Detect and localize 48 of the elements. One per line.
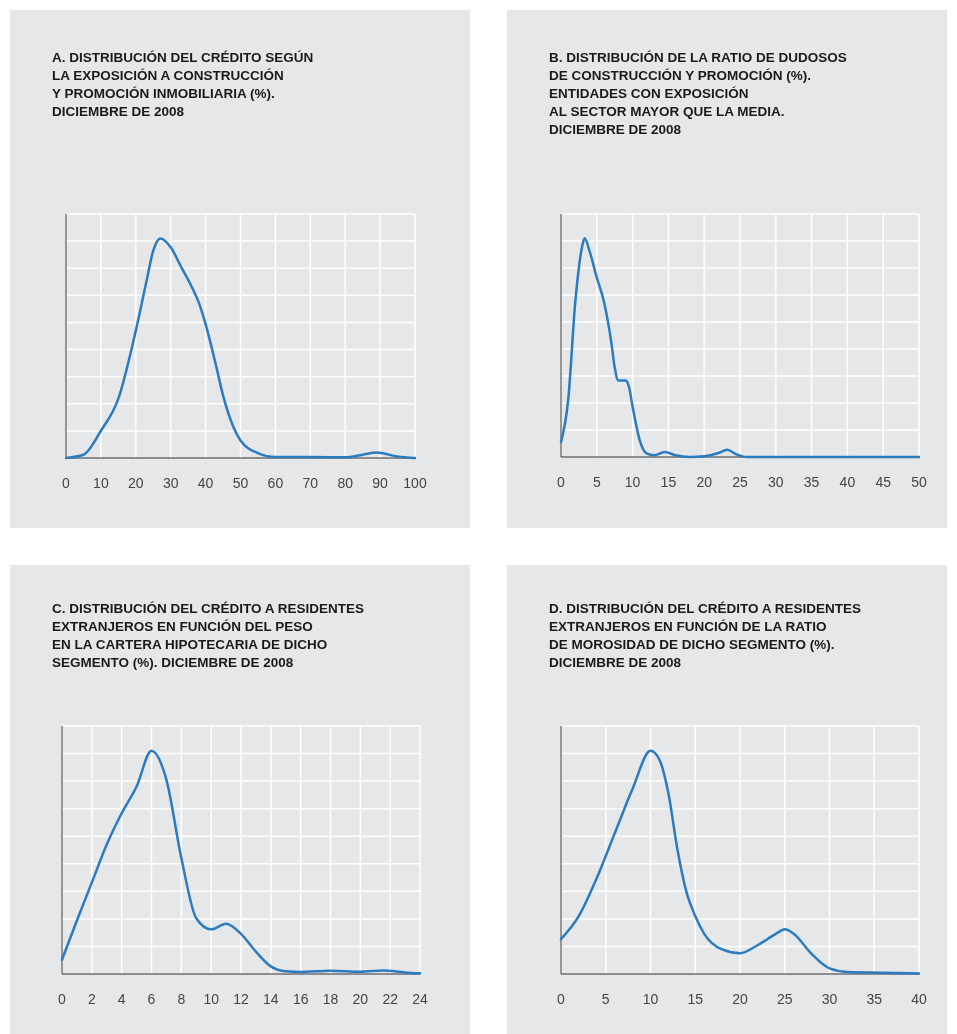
x-tick-label: 30 [162, 475, 179, 491]
x-tick-label: 8 [177, 991, 186, 1007]
x-tick-label: 60 [267, 475, 284, 491]
x-tick-label: 5 [592, 474, 601, 490]
x-tick-label: 20 [128, 475, 144, 491]
x-tick-label: 20 [352, 991, 369, 1007]
x-tick-label: 2 [87, 991, 96, 1007]
x-tick-label: 22 [382, 991, 399, 1007]
x-tick-label: 25 [776, 991, 793, 1007]
x-tick-label: 5 [601, 991, 610, 1007]
x-tick-label: 0 [557, 474, 566, 490]
chart-title: A. DISTRIBUCIÓN DEL CRÉDITO SEGÚN LA EXPOSICIÓN A CONSTRUCCIÓN Y PROMOCIÓN INMOBILIARIA (%). DICIEMBRE DE 2008 [52, 50, 314, 119]
x-tick-label: 4 [117, 991, 126, 1007]
x-tick-label: 80 [337, 475, 354, 491]
x-tick-label: 30 [768, 474, 784, 490]
x-tick-label: 20 [696, 474, 713, 490]
x-tick-label: 45 [875, 474, 892, 490]
x-tick-label: 20 [732, 991, 748, 1007]
x-tick-label: 50 [911, 474, 927, 490]
x-tick-label: 40 [839, 474, 856, 490]
x-tick-label: 24 [412, 991, 428, 1007]
x-tick-label: 10 [624, 474, 641, 490]
x-tick-label: 12 [233, 991, 249, 1007]
x-tick-label: 10 [642, 991, 659, 1007]
x-tick-label: 30 [821, 991, 838, 1007]
chart-title: D. DISTRIBUCIÓN DEL CRÉDITO A RESIDENTES EXTRANJEROS EN FUNCIÓN DE LA RATIO DE MOROSIDAD DE DICHO SEGMENTO (%). DICIEMBRE DE 2008 [549, 601, 862, 670]
x-tick-label: 35 [803, 474, 820, 490]
chart-title: C. DISTRIBUCIÓN DEL CRÉDITO A RESIDENTES EXTRANJEROS EN FUNCIÓN DEL PESO EN LA CARTERA HIPOTECARIA DE DICHO SEGMENTO (%). DICIEMBRE DE 2008 [52, 601, 365, 670]
x-tick-label: 50 [232, 475, 249, 491]
x-tick-label: 0 [557, 991, 566, 1007]
x-tick-label: 90 [372, 475, 389, 491]
x-tick-label: 10 [93, 475, 109, 491]
chart-title: B. DISTRIBUCIÓN DE LA RATIO DE DUDOSOS DE CONSTRUCCIÓN Y PROMOCIÓN (%). ENTIDADES CON EXPOSICIÓN AL SECTOR MAYOR QUE LA MEDIA. DICIEMBRE DE 2008 [549, 50, 847, 137]
x-tick-label: 0 [62, 475, 71, 491]
x-tick-label: 6 [147, 991, 156, 1007]
x-tick-label: 16 [292, 991, 309, 1007]
x-tick-label: 18 [322, 991, 339, 1007]
x-tick-label: 35 [866, 991, 883, 1007]
x-tick-label: 15 [660, 474, 677, 490]
x-tick-label: 14 [263, 991, 279, 1007]
x-tick-label: 100 [403, 475, 427, 491]
x-tick-label: 40 [197, 475, 214, 491]
x-tick-label: 70 [302, 475, 319, 491]
x-tick-label: 40 [911, 991, 927, 1007]
x-tick-label: 15 [687, 991, 704, 1007]
x-tick-label: 25 [732, 474, 748, 490]
x-tick-label: 0 [58, 991, 67, 1007]
x-tick-label: 10 [203, 991, 220, 1007]
